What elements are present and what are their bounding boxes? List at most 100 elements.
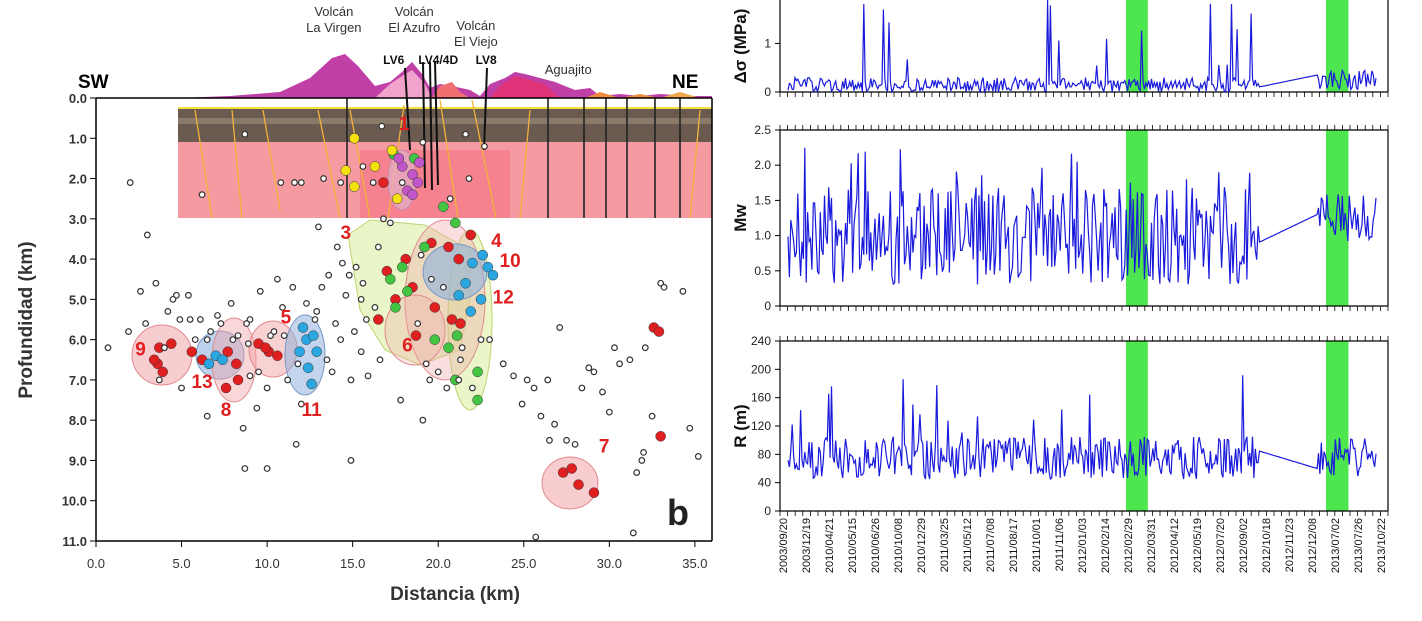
well-label: LV8 — [476, 53, 497, 67]
cluster-label: 5 — [281, 308, 292, 329]
hypocenter-point-black-white — [544, 376, 552, 384]
hypocenter-point-red — [260, 342, 271, 353]
hypocenter-point-black-white — [126, 179, 134, 186]
hypocenter-point-black-white — [253, 404, 261, 412]
section-y-tick-label: 1.0 — [69, 131, 87, 146]
hypocenter-point-black-white — [178, 384, 185, 392]
hypocenter-point-black-white — [571, 440, 579, 448]
hypocenter-point-black-white — [345, 271, 353, 279]
hypocenter-point-black-white — [137, 287, 144, 295]
section-y-tick-label: 11.0 — [62, 534, 87, 549]
hypocenter-point-blue — [475, 294, 487, 305]
section-y-tick-label: 4.0 — [69, 252, 87, 267]
hypocenter-point-black-white — [318, 283, 326, 291]
section-y-tick-label: 10.0 — [62, 494, 87, 509]
cluster-label: 4 — [491, 231, 502, 252]
hypocenter-point-black-white — [660, 283, 668, 291]
hypocenter-point-black-white — [556, 324, 564, 331]
hypocenter-point-black-white — [297, 179, 305, 186]
volcano-label: Aguajito — [545, 62, 592, 77]
hypocenter-point-yellow — [391, 193, 403, 204]
ts-series-line — [787, 0, 1377, 94]
ts-y-axis-label: Δσ (MPa) — [731, 9, 750, 84]
ts-date-label: 2013/10/22 — [1376, 518, 1388, 573]
hypocenter-point-black-white — [599, 388, 606, 396]
well-label: LV4/4D — [418, 53, 458, 67]
hypocenter-point-black-white — [455, 376, 463, 384]
hypocenter-point-black-white — [397, 396, 404, 404]
hypocenter-point-black-white — [616, 360, 623, 368]
hypocenter-point-green — [472, 366, 483, 378]
hypocenter-point-black-white — [320, 175, 327, 182]
hypocenter-point-black-white — [184, 291, 192, 299]
highlight-band — [1125, 341, 1148, 511]
ts-y-tick-label: 2.0 — [754, 158, 771, 172]
cluster-label: 11 — [302, 400, 323, 421]
hypocenter-point-black-white — [332, 320, 339, 327]
volcano-label: La Virgen — [306, 20, 361, 35]
hypocenter-point-blue — [308, 330, 319, 341]
ts-date-label: 2011/05/12 — [962, 518, 974, 572]
hypocenter-point-black-white — [292, 440, 300, 448]
hypocenter-point-black-white — [578, 384, 586, 392]
hypocenter-point-black-white — [311, 316, 319, 323]
hypocenter-point-black-white — [546, 436, 553, 444]
cluster-label: 3 — [341, 223, 352, 244]
ts-y-tick-label: 240 — [751, 334, 771, 348]
ts-y-tick-label: 1 — [764, 36, 771, 50]
ts-date-label: 2012/11/23 — [1284, 518, 1296, 572]
hypocenter-point-magenta — [393, 153, 405, 164]
hypocenter-point-black-white — [104, 344, 112, 352]
ts-date-label: 2010/12/29 — [916, 518, 928, 573]
hypocenter-point-green — [472, 394, 483, 406]
hypocenter-point-black-white — [374, 243, 382, 251]
wells — [404, 61, 488, 191]
hypocenter-point-black-white — [186, 316, 194, 323]
hypocenter-point-green — [438, 201, 449, 212]
hypocenter-point-black-white — [277, 179, 285, 186]
vertical-faults — [346, 98, 681, 218]
section-y-tick-label: 8.0 — [69, 413, 87, 428]
hypocenter-point-black-white — [357, 295, 365, 303]
hypocenter-point-green — [397, 261, 408, 273]
cluster-label: 1 — [399, 114, 410, 135]
ts-date-label: 2011/07/08 — [985, 518, 997, 572]
hypocenter-point-green — [402, 286, 413, 297]
cluster-label: 7 — [599, 436, 610, 457]
hypocenter-point-blue — [465, 306, 476, 317]
hypocenter-point-black-white — [457, 356, 464, 364]
time-series-panel: 0 1 Δσ (MPa) 0 0.5 1.0 1.5 2.0 2.5 Mw 0 40 80 120 160 2… — [731, 0, 1389, 573]
ts-y-axis-label: Mw — [731, 204, 750, 232]
subsurface-layers — [178, 107, 712, 218]
hypocenter-point-yellow — [386, 145, 398, 156]
hypocenter-point-black-white — [419, 416, 427, 424]
hypocenter-point-black-white — [563, 436, 570, 444]
hypocenter-point-black-white — [422, 360, 430, 368]
hypocenter-point-black-white — [386, 219, 394, 227]
hypocenter-point-black-white — [333, 243, 341, 251]
hypocenter-point-black-white — [198, 191, 206, 199]
hypocenter-point-black-white — [191, 336, 199, 344]
hypocenter-point-black-white — [640, 449, 647, 456]
hypocenter-point-black-white — [164, 308, 172, 315]
hypocenter-point-black-white — [439, 283, 447, 291]
section-y-tick-label: 3.0 — [69, 212, 87, 227]
hypocenter-point-red — [429, 302, 441, 313]
ts-date-label: 2010/04/21 — [824, 518, 836, 573]
section-x-tick-label: 35.0 — [682, 556, 707, 571]
hypocenter-point-black-white — [303, 299, 310, 307]
hypocenter-point-black-white — [229, 336, 237, 344]
hypocenter-point-red — [272, 350, 283, 361]
hypocenter-point-black-white — [362, 316, 370, 323]
section-x-tick-label: 5.0 — [173, 556, 191, 571]
ts-date-label: 2012/01/03 — [1077, 518, 1089, 573]
hypocenter-point-red — [378, 177, 389, 188]
ts-date-label: 2003/09/20 — [778, 518, 790, 573]
ts-date-label: 2012/04/12 — [1169, 518, 1181, 573]
ts-date-label: 2012/03/31 — [1146, 518, 1158, 573]
hypocenter-point-red — [453, 253, 465, 265]
hypocenter-point-black-white — [551, 420, 558, 428]
ts-date-label: 2012/05/19 — [1192, 518, 1204, 573]
section-x-tick-label: 30.0 — [597, 556, 622, 571]
hypocenter-point-black-white — [446, 195, 454, 203]
